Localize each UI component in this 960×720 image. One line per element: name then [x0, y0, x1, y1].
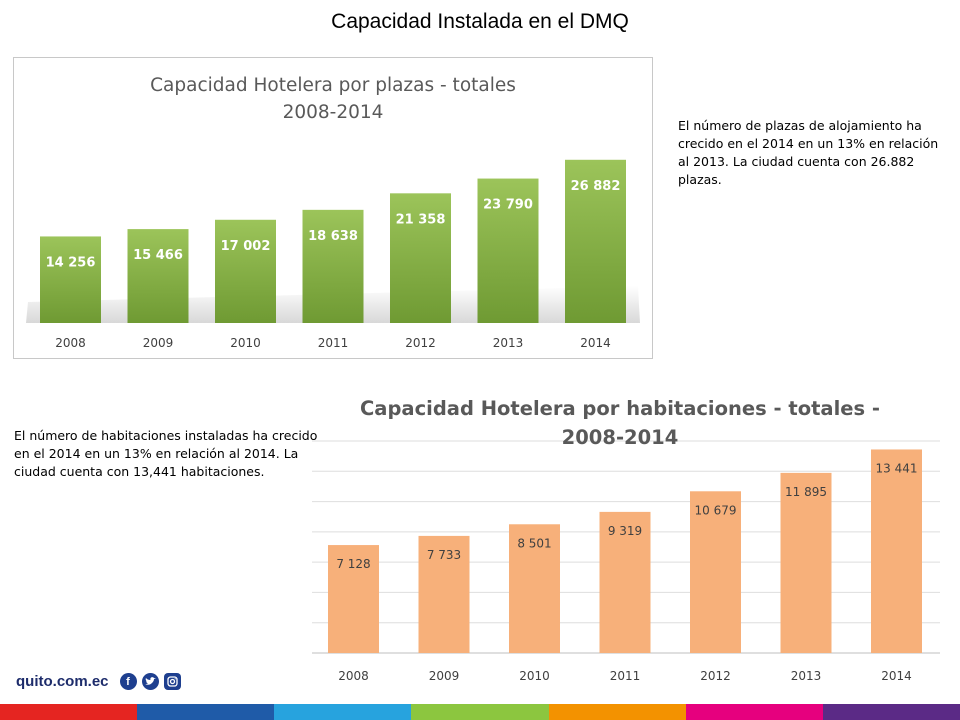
- plazas-note: El número de plazas de alojamiento ha cr…: [678, 118, 939, 187]
- plazas-value-label: 23 790: [483, 198, 533, 213]
- plazas-category-label: 2013: [493, 336, 524, 350]
- stripe-segment: [822, 704, 960, 720]
- habitaciones-category-label: 2014: [881, 669, 912, 683]
- plazas-category-label: 2008: [55, 336, 86, 350]
- plazas-value-label: 17 002: [221, 239, 271, 254]
- habitaciones-chart-frame: Capacidad Hotelera por habitaciones - to…: [312, 385, 944, 685]
- footer-brand: quito.com.ec f: [16, 673, 181, 690]
- facebook-icon[interactable]: f: [119, 673, 137, 690]
- plazas-category-label: 2011: [318, 336, 349, 350]
- habitaciones-category-label: 2012: [700, 669, 731, 683]
- habitaciones-value-label: 10 679: [695, 503, 737, 517]
- plazas-category-label: 2010: [230, 336, 261, 350]
- plazas-value-label: 14 256: [46, 255, 96, 270]
- habitaciones-category-label: 2011: [610, 669, 641, 683]
- habitaciones-value-label: 7 733: [427, 548, 461, 562]
- instagram-icon[interactable]: [163, 673, 181, 690]
- stripe-segment: [274, 704, 412, 720]
- plazas-bar-2011: [302, 209, 364, 323]
- plazas-chart-subtitle: 2008-2014: [283, 102, 384, 123]
- habitaciones-value-label: 9 319: [608, 524, 642, 538]
- brand-logo-text: quito.com.ec: [16, 673, 109, 690]
- habitaciones-category-label: 2008: [338, 669, 369, 683]
- plazas-value-label: 21 358: [396, 212, 446, 227]
- plazas-category-label: 2009: [143, 336, 174, 350]
- plazas-chart-title: Capacidad Hotelera por plazas - totales: [150, 75, 516, 96]
- plazas-bar-2009: [127, 229, 189, 323]
- plazas-chart-frame: Capacidad Hotelera por plazas - totales …: [13, 57, 653, 359]
- habitaciones-value-label: 8 501: [517, 536, 551, 550]
- stripe-segment: [0, 704, 138, 720]
- stripe-segment: [411, 704, 549, 720]
- habitaciones-value-label: 7 128: [336, 557, 370, 571]
- plazas-value-label: 15 466: [133, 248, 183, 263]
- habitaciones-value-label: 13 441: [876, 461, 918, 475]
- habitaciones-chart-title: Capacidad Hotelera por habitaciones - to…: [360, 397, 880, 420]
- plazas-category-label: 2012: [405, 336, 436, 350]
- habitaciones-bar-2011: [599, 511, 651, 653]
- stripe-segment: [548, 704, 686, 720]
- habitaciones-category-label: 2013: [791, 669, 822, 683]
- plazas-bar-2008: [40, 236, 101, 323]
- habitaciones-value-label: 11 895: [785, 485, 827, 499]
- habitaciones-category-label: 2009: [429, 669, 460, 683]
- plazas-bar-chart: Capacidad Hotelera por plazas - totales …: [26, 75, 640, 350]
- habitaciones-bar-2012: [690, 491, 741, 653]
- habitaciones-bar-chart: Capacidad Hotelera por habitaciones - to…: [312, 397, 940, 683]
- twitter-icon[interactable]: [141, 673, 159, 690]
- plazas-bar-2010: [215, 219, 276, 323]
- plazas-bar-2012: [390, 193, 451, 323]
- habitaciones-bar-2013: [780, 472, 832, 653]
- habitaciones-bar-2014: [871, 449, 922, 653]
- habitaciones-bar-2010: [509, 524, 560, 653]
- stripe-segment: [137, 704, 275, 720]
- plazas-category-label: 2014: [580, 336, 611, 350]
- habitaciones-bar-2009: [418, 535, 470, 653]
- habitaciones-chart-subtitle: 2008-2014: [562, 426, 679, 449]
- habitaciones-category-label: 2010: [519, 669, 550, 683]
- footer-color-stripe: [0, 704, 960, 720]
- plazas-value-label: 26 882: [571, 179, 621, 194]
- stripe-segment: [685, 704, 823, 720]
- slide-title: Capacidad Instalada en el DMQ: [331, 10, 629, 33]
- habitaciones-note: El número de habitaciones instaladas ha …: [14, 428, 318, 479]
- plazas-bar-2013: [477, 178, 539, 323]
- plazas-value-label: 18 638: [308, 229, 358, 244]
- plazas-bar-2014: [565, 159, 626, 323]
- habitaciones-bar-2008: [328, 545, 379, 653]
